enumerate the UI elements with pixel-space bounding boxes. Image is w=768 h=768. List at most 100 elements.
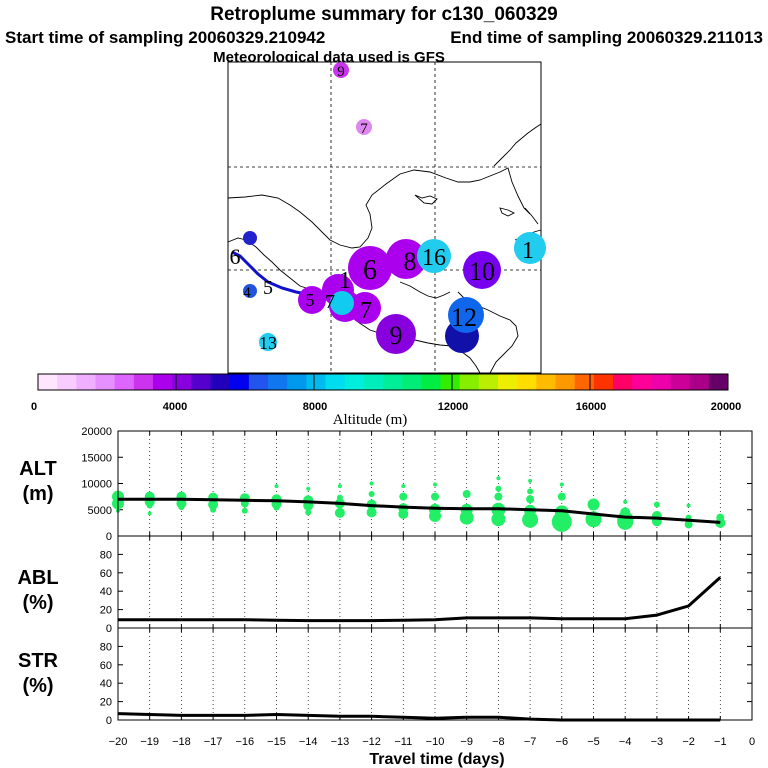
alt-label: ALT — [19, 458, 56, 480]
y-tick-label: 80 — [100, 549, 112, 561]
altitude-point — [526, 495, 535, 504]
panel-alt: 0 5000 10000 15000 20000 — [81, 426, 753, 543]
colorbar-swatch — [268, 374, 288, 390]
y-tick-label: 20 — [100, 697, 112, 709]
x-tick-label: −18 — [172, 736, 191, 748]
svg-text:4: 4 — [243, 285, 251, 301]
marker-day-10: 10 — [463, 251, 501, 289]
colorbar-swatch — [287, 374, 307, 390]
colorbar-swatch — [517, 374, 537, 390]
colorbar-swatch — [325, 374, 346, 390]
altitude-point — [433, 482, 437, 487]
colorbar-swatch — [459, 374, 480, 390]
altitude-point — [431, 492, 439, 501]
marker-day-12: 12 — [445, 297, 484, 353]
altitude-point — [273, 504, 280, 511]
panel-str: 0 20 40 60 80 — [100, 627, 753, 727]
altitude-point — [306, 486, 311, 491]
svg-text:6: 6 — [230, 244, 241, 269]
marker-day-13: 13 — [259, 333, 277, 353]
figure-title: Retroplume summary for c130_060329 — [210, 4, 557, 25]
colorbar-swatch — [38, 374, 58, 390]
y-tick-label: 20 — [100, 605, 112, 617]
colorbar-swatch — [632, 374, 652, 390]
trajectory-path — [231, 250, 313, 297]
altitude-point — [429, 510, 441, 523]
series-line-abl — [118, 576, 722, 623]
altitude-point — [178, 504, 185, 511]
marker-day-1: 1 — [514, 232, 546, 264]
svg-text:16: 16 — [422, 245, 446, 271]
colorbar-tick-5: 20000 — [711, 401, 742, 413]
svg-text:7: 7 — [360, 298, 372, 324]
colorbar-swatch — [689, 374, 710, 390]
x-tick-label: −17 — [204, 736, 223, 748]
colorbar-swatch — [191, 374, 211, 390]
panel-frame — [117, 627, 753, 721]
x-tick-label: −15 — [267, 736, 286, 748]
x-tick-label: −8 — [492, 736, 505, 748]
svg-text:1: 1 — [339, 268, 351, 294]
y-tick-label: 0 — [106, 531, 112, 543]
altitude-point — [491, 512, 506, 527]
x-tick-label: −5 — [587, 736, 600, 748]
altitude-point — [401, 484, 406, 489]
colorbar-swatch — [57, 374, 77, 390]
colorbar-swatch — [651, 374, 671, 390]
colorbar-swatch — [248, 374, 269, 390]
altitude-point — [147, 511, 152, 516]
str-unit: (%) — [22, 675, 53, 697]
svg-text:7: 7 — [360, 121, 368, 137]
altitude-point — [208, 499, 219, 510]
colorbar-swatch — [708, 374, 729, 390]
y-tick-label: 80 — [100, 641, 112, 653]
map-markers: 9 7 6 4 5 5 — [230, 62, 546, 354]
svg-text:10: 10 — [469, 257, 495, 286]
x-tick-label: −6 — [556, 736, 569, 748]
colorbar-swatch — [306, 374, 326, 390]
altitude-point — [459, 510, 474, 525]
altitude-point — [334, 507, 345, 518]
altitude-point — [398, 508, 409, 519]
svg-text:6: 6 — [363, 255, 377, 286]
colorbar-swatch — [114, 374, 135, 390]
altitude-point — [559, 482, 564, 487]
marker-day-5-left: 5 — [263, 277, 273, 299]
altitude-point — [494, 492, 503, 501]
altitude-point — [496, 476, 501, 481]
altitude-point — [495, 485, 502, 492]
map-panel: 9 7 6 4 5 5 — [227, 61, 546, 374]
altitude-point — [146, 502, 153, 509]
marker-cluster-7-cyan: 7 — [325, 291, 354, 315]
svg-text:13: 13 — [259, 333, 277, 353]
altitude-point — [241, 507, 248, 514]
y-tick-label: 0 — [106, 715, 112, 727]
marker-day-8: 8 — [386, 239, 426, 279]
colorbar-swatch — [593, 374, 614, 390]
colorbar-swatch — [229, 374, 250, 390]
series-line-str — [117, 712, 721, 722]
x-tick-label: −12 — [362, 736, 381, 748]
x-tick-label: −11 — [394, 736, 412, 748]
marker-day-6-center: 6 — [348, 246, 392, 290]
y-tick-label: 40 — [100, 678, 112, 690]
marker-day-9: 9 — [376, 314, 416, 354]
colorbar-swatch — [440, 374, 461, 390]
x-tick-label: −4 — [619, 736, 632, 748]
altitude-point — [557, 492, 566, 501]
altitude-point — [684, 520, 693, 529]
y-tick-label: 20000 — [81, 426, 112, 438]
altitude-point — [462, 490, 471, 498]
colorbar-swatch — [210, 374, 231, 390]
colorbar-swatch — [421, 374, 441, 390]
altitude-point — [368, 491, 375, 497]
altitude-point — [399, 492, 408, 501]
y-tick-label: 0 — [106, 623, 112, 635]
time-series-panels: 0 5000 10000 15000 20000 0 20 40 60 80 0 20 40 60 80 −2… — [81, 426, 755, 748]
colorbar-swatch — [344, 374, 365, 390]
altitude-point — [366, 507, 377, 518]
x-tick-label: −10 — [426, 736, 445, 748]
y-tick-label: 15000 — [81, 452, 112, 464]
alt-unit: (m) — [22, 483, 53, 505]
